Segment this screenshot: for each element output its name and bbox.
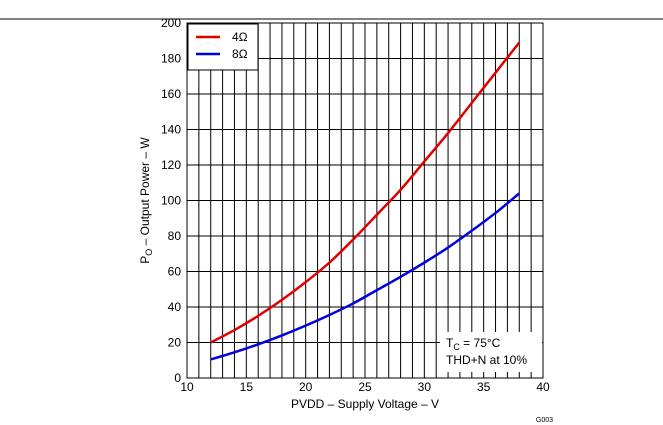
x-tick-label: 30	[418, 380, 432, 394]
figure-id: G003	[536, 417, 553, 424]
y-tick-label: 0	[174, 371, 181, 385]
x-tick-label: 15	[240, 380, 254, 394]
x-tick-label: 25	[358, 380, 372, 394]
annotation-line-1: TC = 75°C	[446, 336, 501, 352]
series-line-8ohm	[210, 192, 521, 361]
x-axis-label: PVDD – Supply Voltage – V	[291, 397, 439, 411]
x-tick-label: 40	[536, 380, 550, 394]
legend-label: 8Ω	[232, 47, 248, 61]
y-tick-label: 160	[161, 87, 181, 101]
y-tick-label: 20	[168, 336, 182, 350]
condition-annotation: TC = 75°C THD+N at 10%	[440, 332, 542, 372]
tick-labels: 10 15 20 25 30 35 40 0 20 40 60 80 100 120 140 160 180 20…	[161, 16, 550, 394]
y-axis-label: PO – Output Power – W	[138, 137, 154, 264]
annotation-background	[440, 332, 542, 372]
y-tick-label: 140	[161, 123, 181, 137]
y-tick-label: 60	[168, 265, 182, 279]
y-tick-label: 120	[161, 158, 181, 172]
x-tick-label: 10	[180, 380, 194, 394]
x-tick-label: 35	[477, 380, 491, 394]
y-tick-label: 40	[168, 300, 182, 314]
plot-frame	[186, 22, 544, 379]
y-tick-label: 80	[168, 229, 182, 243]
legend-box	[187, 23, 259, 71]
series-group	[210, 41, 521, 361]
x-tick-label: 20	[299, 380, 313, 394]
series-line-4ohm	[210, 41, 521, 344]
annotation-line-2: THD+N at 10%	[446, 353, 527, 367]
y-tick-label: 100	[161, 194, 181, 208]
y-tick-label: 180	[161, 52, 181, 66]
legend-label: 4Ω	[232, 30, 248, 44]
y-tick-label: 200	[161, 16, 181, 30]
grid	[186, 22, 544, 379]
